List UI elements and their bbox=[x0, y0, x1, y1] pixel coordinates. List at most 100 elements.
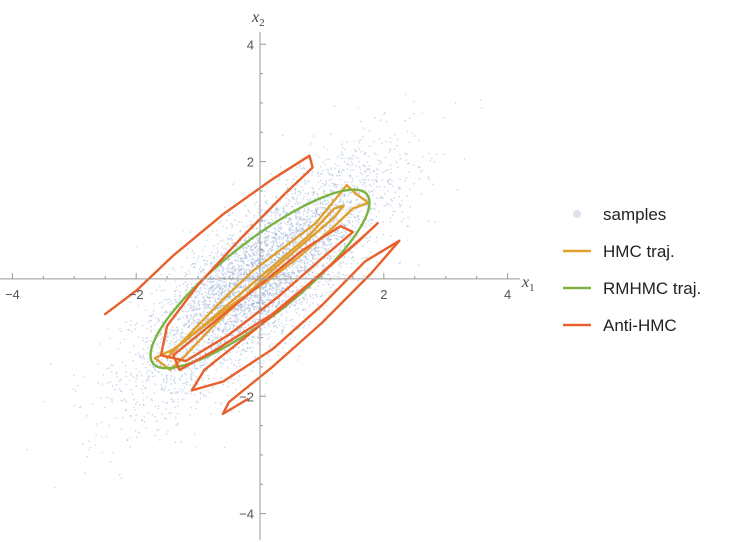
sample-point bbox=[263, 293, 266, 296]
sample-point bbox=[250, 295, 253, 297]
sample-point bbox=[179, 388, 181, 390]
sample-point bbox=[198, 313, 200, 315]
sample-point bbox=[225, 280, 227, 283]
sample-point bbox=[273, 236, 276, 239]
sample-point bbox=[187, 310, 190, 312]
sample-point bbox=[251, 323, 254, 325]
sample-point bbox=[170, 378, 172, 380]
sample-point bbox=[147, 357, 149, 360]
sample-point bbox=[292, 241, 295, 244]
sample-point bbox=[420, 193, 423, 195]
sample-point bbox=[266, 253, 268, 255]
sample-point bbox=[277, 225, 280, 227]
sample-point bbox=[345, 209, 348, 211]
sample-point bbox=[190, 392, 193, 395]
sample-point bbox=[189, 304, 192, 307]
sample-point bbox=[327, 202, 330, 204]
sample-point bbox=[266, 292, 269, 294]
sample-point bbox=[418, 178, 421, 180]
sample-point bbox=[262, 270, 264, 273]
sample-point bbox=[245, 316, 247, 319]
sample-point bbox=[369, 251, 372, 254]
sample-point bbox=[306, 233, 308, 236]
sample-point bbox=[279, 281, 282, 283]
sample-point bbox=[228, 258, 230, 261]
sample-point bbox=[224, 206, 226, 208]
sample-point bbox=[276, 293, 279, 295]
sample-point bbox=[53, 486, 56, 489]
sample-point bbox=[283, 210, 285, 212]
sample-point bbox=[367, 174, 369, 177]
sample-point bbox=[196, 337, 199, 339]
sample-point bbox=[328, 224, 331, 227]
sample-point bbox=[236, 275, 239, 277]
sample-point bbox=[240, 259, 242, 261]
sample-point bbox=[193, 257, 195, 259]
sample-point bbox=[184, 333, 187, 335]
sample-point bbox=[251, 267, 253, 269]
sample-point bbox=[217, 280, 219, 282]
sample-point bbox=[134, 324, 136, 326]
sample-point bbox=[291, 225, 294, 227]
sample-point bbox=[182, 382, 184, 385]
sample-point bbox=[315, 211, 318, 214]
sample-point bbox=[252, 251, 254, 253]
sample-point bbox=[256, 361, 259, 364]
sample-point bbox=[238, 221, 240, 223]
sample-point bbox=[278, 324, 281, 326]
sample-point bbox=[170, 371, 173, 374]
sample-point bbox=[411, 132, 414, 134]
sample-point bbox=[338, 271, 340, 274]
sample-point bbox=[372, 207, 375, 210]
sample-point bbox=[346, 195, 349, 197]
sample-point bbox=[310, 253, 312, 255]
sample-point bbox=[254, 321, 256, 323]
sample-point bbox=[330, 255, 332, 257]
sample-point bbox=[302, 218, 305, 220]
sample-point bbox=[247, 209, 249, 211]
sample-point bbox=[222, 270, 224, 272]
sample-point bbox=[153, 334, 156, 337]
sample-point bbox=[133, 398, 135, 401]
sample-point bbox=[129, 379, 131, 382]
sample-point bbox=[406, 195, 409, 197]
sample-point bbox=[227, 318, 230, 320]
sample-point bbox=[402, 218, 405, 220]
sample-point bbox=[330, 244, 333, 246]
sample-point bbox=[177, 318, 180, 321]
sample-point bbox=[229, 317, 232, 319]
sample-point bbox=[215, 287, 217, 289]
sample-point bbox=[281, 134, 284, 137]
sample-point bbox=[221, 239, 224, 242]
sample-point bbox=[383, 193, 386, 195]
sample-point bbox=[194, 358, 197, 360]
sample-point bbox=[147, 361, 149, 363]
sample-point bbox=[142, 392, 144, 395]
sample-point bbox=[225, 288, 227, 291]
sample-point bbox=[296, 226, 298, 229]
sample-point bbox=[176, 423, 179, 425]
sample-point bbox=[202, 307, 205, 310]
sample-point bbox=[210, 261, 212, 264]
sample-point bbox=[312, 227, 315, 229]
sample-point bbox=[290, 196, 293, 198]
sample-point bbox=[147, 412, 150, 414]
sample-point bbox=[185, 374, 187, 376]
sample-point bbox=[316, 265, 319, 268]
sample-point bbox=[226, 314, 229, 317]
sample-point bbox=[124, 409, 127, 412]
sample-point bbox=[228, 284, 231, 287]
sample-point bbox=[378, 185, 381, 188]
sample-point bbox=[421, 112, 424, 115]
sample-point bbox=[407, 216, 409, 219]
sample-point bbox=[263, 195, 266, 197]
sample-point bbox=[325, 182, 327, 185]
sample-point bbox=[249, 220, 252, 223]
sample-point bbox=[352, 214, 355, 216]
sample-point bbox=[204, 304, 206, 307]
sample-point bbox=[301, 227, 303, 229]
sample-point bbox=[304, 261, 306, 263]
sample-point bbox=[256, 305, 258, 307]
sample-point bbox=[156, 352, 159, 355]
sample-point bbox=[294, 242, 296, 245]
